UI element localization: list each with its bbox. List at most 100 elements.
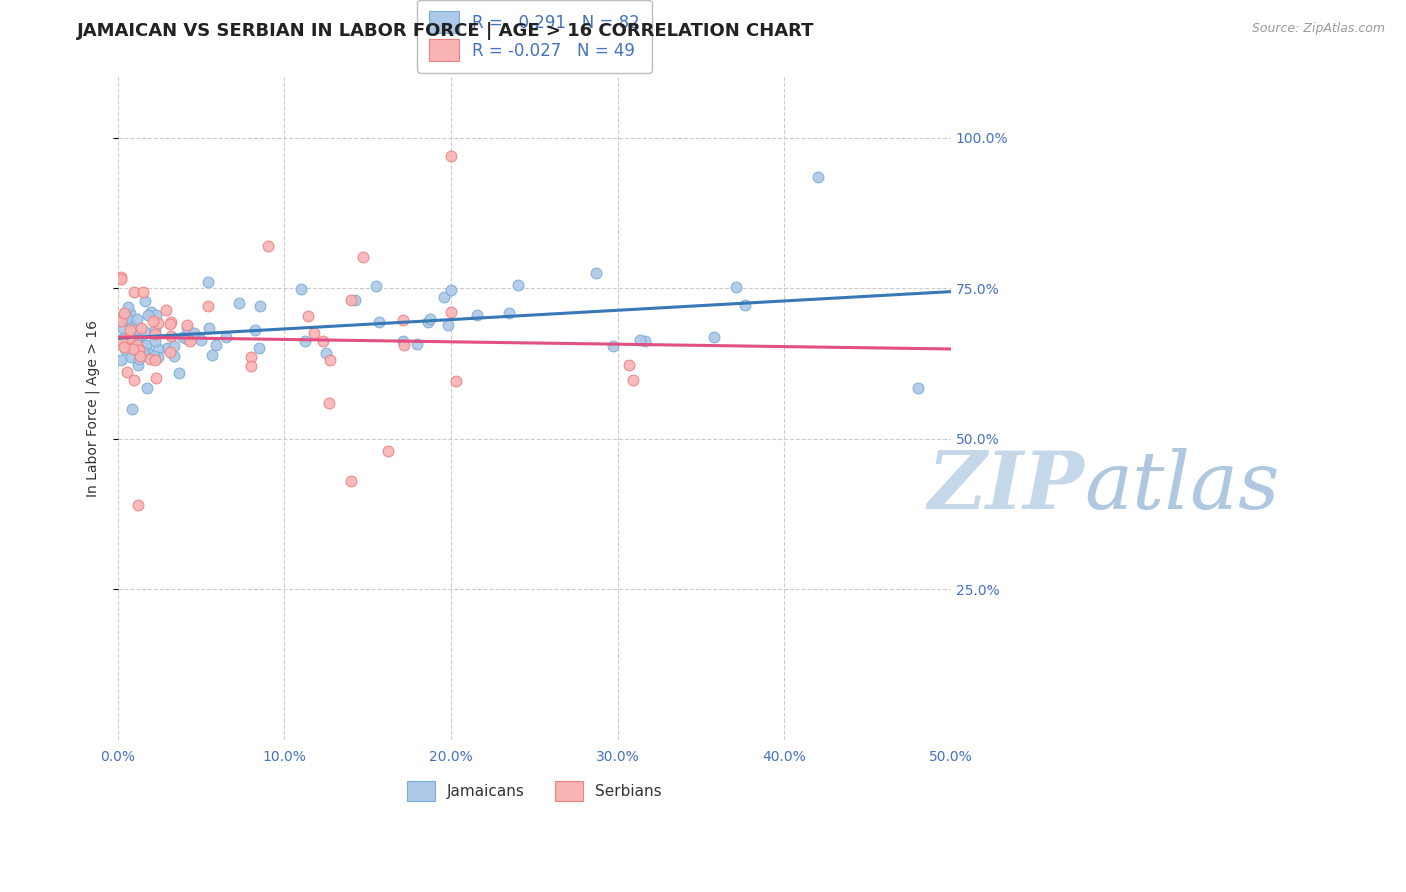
Point bbox=[290, 282, 312, 296]
Text: atlas: atlas bbox=[1084, 448, 1279, 525]
Point bbox=[617, 359, 640, 373]
Point bbox=[132, 324, 155, 338]
Point bbox=[508, 278, 530, 293]
Point bbox=[132, 337, 155, 351]
Point bbox=[135, 338, 157, 352]
Point bbox=[807, 169, 830, 184]
Point bbox=[145, 371, 167, 385]
Point bbox=[146, 316, 169, 330]
Point bbox=[128, 326, 150, 340]
Point bbox=[176, 333, 198, 347]
Point bbox=[156, 341, 179, 355]
Point bbox=[190, 333, 212, 347]
Point bbox=[498, 306, 520, 320]
Point bbox=[197, 275, 219, 289]
Point bbox=[143, 326, 166, 341]
Point bbox=[256, 239, 278, 253]
Point bbox=[176, 318, 198, 333]
Point bbox=[138, 308, 160, 322]
Point bbox=[114, 342, 136, 356]
Point bbox=[318, 395, 340, 409]
Point bbox=[110, 352, 132, 367]
Point bbox=[602, 339, 624, 353]
Point bbox=[136, 381, 159, 395]
Point bbox=[339, 474, 361, 488]
Point bbox=[115, 365, 138, 379]
Point bbox=[128, 352, 150, 367]
Point bbox=[239, 350, 262, 364]
Point bbox=[634, 334, 657, 348]
Point bbox=[159, 318, 181, 332]
Point bbox=[630, 333, 652, 347]
Point bbox=[143, 323, 166, 337]
Point bbox=[302, 326, 325, 340]
Point bbox=[160, 329, 183, 343]
Point bbox=[353, 250, 375, 264]
Point bbox=[125, 337, 148, 351]
Point bbox=[440, 149, 463, 163]
Legend: Jamaicans, Serbians: Jamaicans, Serbians bbox=[396, 771, 672, 812]
Point bbox=[197, 320, 219, 334]
Point bbox=[136, 346, 159, 360]
Point bbox=[205, 338, 228, 352]
Point bbox=[444, 374, 467, 388]
Point bbox=[124, 373, 146, 387]
Point bbox=[907, 380, 929, 394]
Point bbox=[247, 341, 270, 355]
Point bbox=[121, 338, 143, 352]
Point bbox=[243, 322, 266, 336]
Point bbox=[125, 333, 148, 347]
Point bbox=[419, 312, 441, 326]
Point bbox=[127, 311, 149, 326]
Point bbox=[368, 315, 391, 329]
Point bbox=[585, 266, 607, 280]
Text: ZIP: ZIP bbox=[928, 448, 1084, 525]
Point bbox=[179, 334, 201, 348]
Point bbox=[146, 343, 169, 357]
Point bbox=[139, 352, 162, 367]
Point bbox=[142, 349, 165, 363]
Point bbox=[406, 337, 429, 351]
Point bbox=[319, 352, 342, 367]
Point bbox=[124, 321, 146, 335]
Point bbox=[163, 349, 186, 363]
Point bbox=[394, 338, 416, 352]
Point bbox=[110, 270, 132, 285]
Point bbox=[128, 343, 150, 357]
Point bbox=[734, 298, 756, 312]
Point bbox=[129, 321, 152, 335]
Text: JAMAICAN VS SERBIAN IN LABOR FORCE | AGE > 16 CORRELATION CHART: JAMAICAN VS SERBIAN IN LABOR FORCE | AGE… bbox=[77, 22, 815, 40]
Point bbox=[118, 323, 141, 337]
Point bbox=[297, 309, 319, 323]
Point bbox=[111, 320, 134, 334]
Point bbox=[160, 315, 183, 329]
Point bbox=[122, 342, 145, 356]
Point bbox=[437, 318, 460, 333]
Point bbox=[132, 285, 155, 299]
Point bbox=[112, 333, 135, 347]
Point bbox=[240, 359, 263, 373]
Point bbox=[440, 283, 463, 297]
Point bbox=[132, 344, 155, 359]
Point bbox=[118, 316, 141, 330]
Point bbox=[112, 340, 135, 354]
Point bbox=[127, 498, 149, 512]
Point bbox=[440, 305, 463, 319]
Point bbox=[703, 330, 725, 344]
Point bbox=[294, 334, 316, 348]
Point bbox=[392, 312, 415, 326]
Point bbox=[117, 310, 139, 325]
Point bbox=[725, 280, 748, 294]
Point bbox=[159, 344, 181, 359]
Point bbox=[228, 295, 250, 310]
Point bbox=[118, 306, 141, 320]
Point bbox=[120, 350, 142, 364]
Point bbox=[111, 334, 134, 349]
Point bbox=[197, 299, 219, 313]
Point bbox=[142, 313, 165, 327]
Point bbox=[312, 334, 335, 348]
Point bbox=[139, 305, 162, 319]
Point bbox=[249, 299, 271, 313]
Point bbox=[110, 313, 132, 327]
Point bbox=[176, 321, 198, 335]
